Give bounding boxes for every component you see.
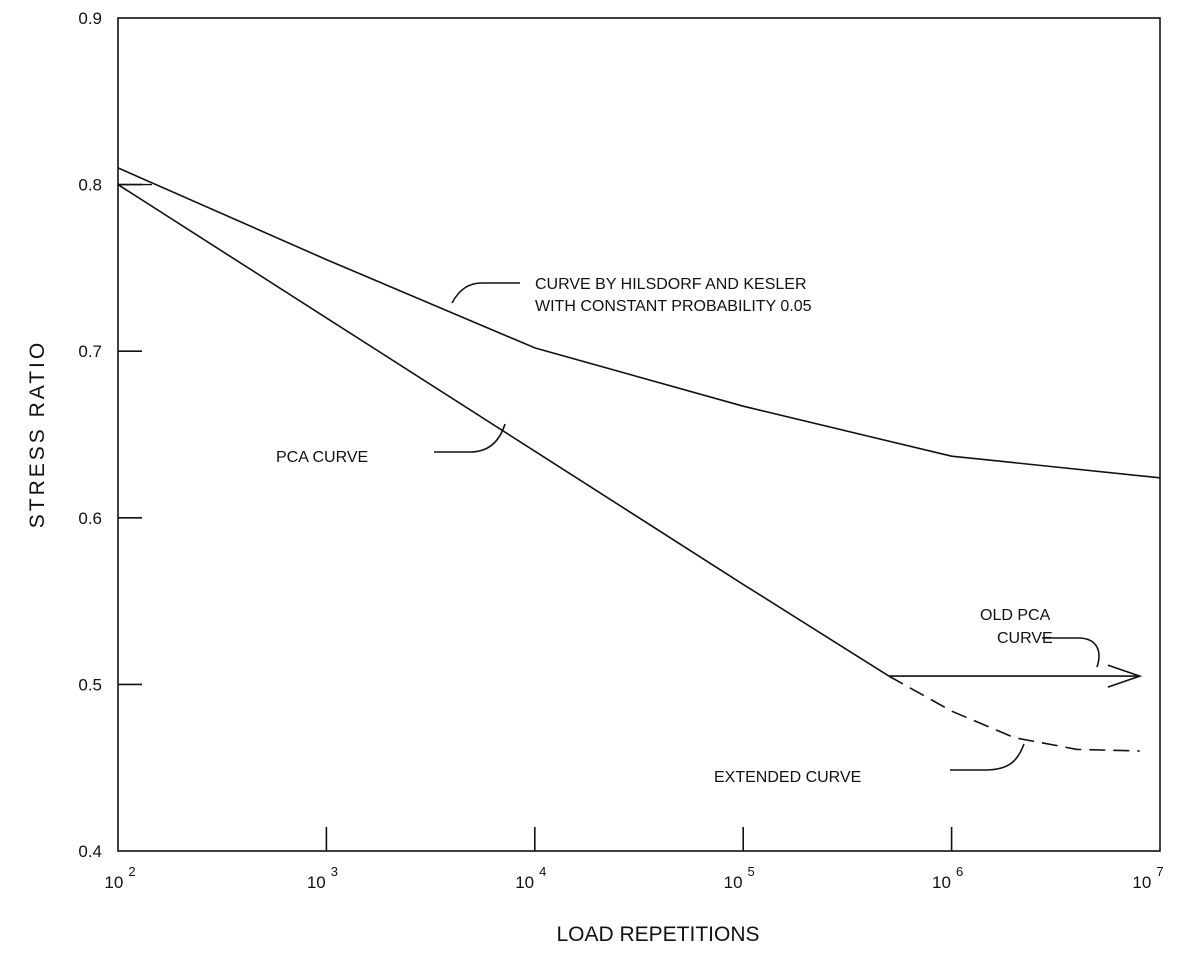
y-tick-label: 0.5	[78, 675, 102, 694]
series-line-1	[117, 167, 1161, 479]
y-axis-ticks: 0.4 0.5 0.6 0.7 0.8 0.9	[78, 9, 142, 861]
x-tick-label: 104	[515, 864, 546, 892]
hilsdorf-label-line1: CURVE BY HILSDORF AND KESLER	[535, 276, 807, 293]
x-tick-label: 105	[724, 864, 755, 892]
extended-annotation: EXTENDED CURVE	[714, 743, 1025, 786]
series-line-3	[888, 675, 1140, 752]
x-tick-label: 106	[932, 864, 963, 892]
y-tick-label: 0.4	[78, 842, 102, 861]
pca-leader	[434, 423, 506, 453]
y-tick-label: 0.7	[78, 342, 102, 361]
x-axis-ticks: 102 103 104 105 106 107	[104, 827, 1164, 892]
x-tick-label: 102	[104, 864, 135, 892]
y-tick-label: 0.8	[78, 176, 102, 195]
old-pca-label-line2: CURVE	[997, 630, 1053, 647]
x-axis-title: LOAD REPETITIONS	[556, 923, 759, 946]
hilsdorf-label-line2: WITH CONSTANT PROBABILITY 0.05	[535, 298, 812, 315]
hilsdorf-leader	[451, 282, 520, 304]
pca-annotation: PCA CURVE	[276, 423, 506, 466]
y-tick-label: 0.6	[78, 509, 102, 528]
old-pca-leader	[1042, 637, 1100, 668]
old-pca-label-line1: OLD PCA	[980, 607, 1051, 624]
x-tick-label: 107	[1132, 864, 1163, 892]
extended-leader	[950, 743, 1025, 771]
series-layer	[117, 167, 1161, 752]
extended-label: EXTENDED CURVE	[714, 769, 861, 786]
series-arrowhead	[1107, 664, 1143, 688]
y-axis-title: STRESS RATIO	[26, 340, 49, 528]
x-tick-label: 103	[307, 864, 338, 892]
pca-label: PCA CURVE	[276, 449, 368, 466]
plot-frame	[117, 17, 1161, 852]
hilsdorf-annotation: CURVE BY HILSDORF AND KESLER WITH CONSTA…	[451, 276, 812, 315]
series-line-2	[117, 183, 890, 677]
y-tick-label: 0.9	[78, 9, 102, 28]
old-pca-annotation: OLD PCA CURVE	[980, 607, 1100, 668]
